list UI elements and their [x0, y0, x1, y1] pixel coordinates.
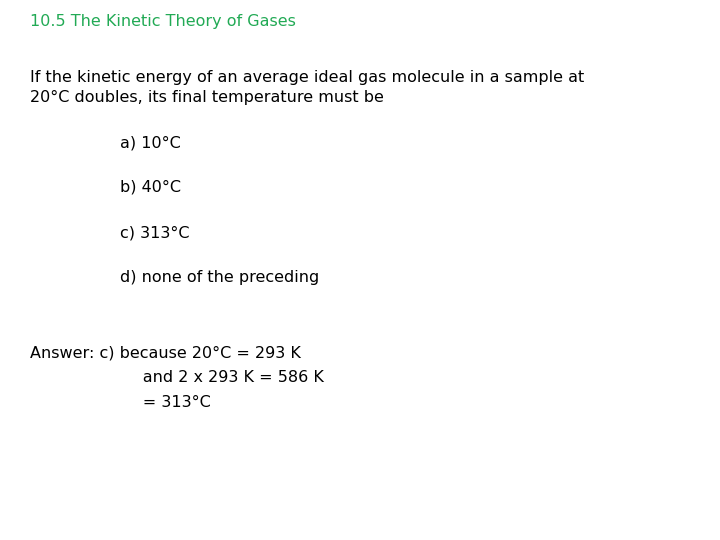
- Text: = 313°C: = 313°C: [30, 395, 211, 410]
- Text: 20°C doubles, its final temperature must be: 20°C doubles, its final temperature must…: [30, 90, 384, 105]
- Text: 10.5 The Kinetic Theory of Gases: 10.5 The Kinetic Theory of Gases: [30, 14, 296, 29]
- Text: If the kinetic energy of an average ideal gas molecule in a sample at: If the kinetic energy of an average idea…: [30, 70, 584, 85]
- Text: Answer: c) because 20°C = 293 K: Answer: c) because 20°C = 293 K: [30, 345, 301, 360]
- Text: c) 313°C: c) 313°C: [120, 225, 189, 240]
- Text: a) 10°C: a) 10°C: [120, 135, 181, 150]
- Text: d) none of the preceding: d) none of the preceding: [120, 270, 319, 285]
- Text: and 2 x 293 K = 586 K: and 2 x 293 K = 586 K: [30, 370, 324, 385]
- Text: b) 40°C: b) 40°C: [120, 180, 181, 195]
